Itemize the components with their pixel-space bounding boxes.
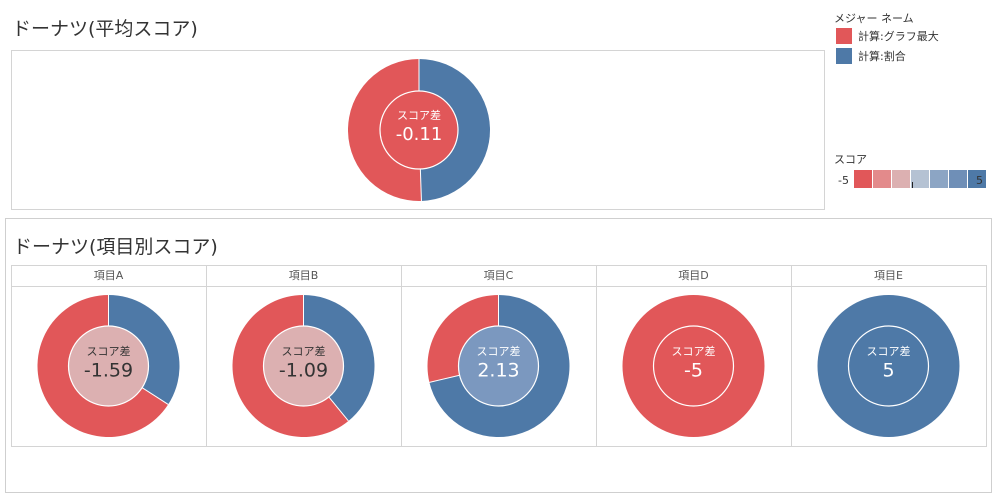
avg-donut-value-label: -0.11	[396, 124, 443, 145]
legend: メジャー ネーム 計算:グラフ最大 計算:割合 スコア -5 5	[834, 8, 994, 208]
score-ramp-min-label: -5	[838, 174, 849, 187]
item-donut-0-slice-divider	[141, 387, 169, 405]
grid-col-line	[596, 265, 597, 447]
avg-donut-slice-divider	[419, 168, 422, 201]
score-color-ramp[interactable]	[854, 170, 987, 188]
avg-donut-center[interactable]	[379, 90, 459, 170]
grid-top-line	[11, 265, 987, 266]
item-donut-2-value-label: 2.13	[477, 359, 519, 381]
grid-col-line	[401, 265, 402, 447]
grid-col-line	[206, 265, 207, 447]
item-donut-3-center-label: スコア差	[672, 344, 716, 358]
legend-score-title: スコア	[834, 153, 867, 166]
item-donut-4-center[interactable]	[847, 325, 930, 407]
column-header-item-c[interactable]: 項目C	[483, 269, 514, 282]
score-ramp-max-label: 5	[976, 174, 983, 187]
item-donut-3-value-label: -5	[684, 359, 703, 381]
item-donut-0-value-label: -1.59	[84, 359, 133, 381]
legend-swatch-red	[836, 28, 852, 44]
item-donut-2-center-label: スコア差	[477, 344, 521, 358]
score-ramp-cell	[854, 170, 872, 188]
avg-donut-panel: スコア差 -0.11	[11, 50, 825, 210]
avg-donut-svg: スコア差 -0.11	[347, 59, 490, 202]
column-header-item-e[interactable]: 項目E	[874, 269, 903, 282]
legend-entry-label: 計算:グラフ最大	[858, 30, 939, 43]
item-donut-0-center-label: スコア差	[87, 344, 131, 358]
grid-col-line	[791, 265, 792, 447]
legend-entry-graph-max[interactable]: 計算:グラフ最大	[836, 28, 939, 44]
avg-donut-title: ドーナツ(平均スコア)	[12, 18, 198, 40]
score-ramp-cell	[949, 170, 967, 188]
score-ramp-cell	[911, 170, 929, 188]
score-ramp-tick	[912, 182, 913, 188]
column-header-item-a[interactable]: 項目A	[93, 269, 124, 282]
score-ramp-cell	[968, 170, 986, 188]
item-donut-1-center[interactable]	[262, 325, 345, 407]
item-donut-grid: 項目A 項目B 項目C 項目D 項目E スコア差 -1.59 スコア差 -1.09 スコ…	[11, 265, 987, 447]
legend-entry-ratio[interactable]: 計算:割合	[836, 48, 906, 64]
score-ramp-cell	[873, 170, 891, 188]
column-header-item-b[interactable]: 項目B	[288, 269, 319, 282]
avg-donut-center-label: スコア差	[397, 108, 441, 122]
item-donut-4-center-label: スコア差	[867, 344, 911, 358]
item-donut-2-center[interactable]	[457, 325, 540, 407]
legend-swatch-blue	[836, 48, 852, 64]
grid-header-line	[11, 286, 987, 287]
legend-measure-title: メジャー ネーム	[834, 12, 914, 25]
item-donut-1-value-label: -1.09	[279, 359, 328, 381]
score-ramp-cell	[892, 170, 910, 188]
grid-col-line	[11, 265, 12, 447]
item-donut-3-center[interactable]	[652, 325, 735, 407]
column-header-item-d[interactable]: 項目D	[678, 269, 709, 282]
item-donut-2-slice-divider	[429, 374, 460, 383]
score-ramp-cell	[930, 170, 948, 188]
item-donut-0-center[interactable]	[67, 325, 150, 407]
legend-entry-label: 計算:割合	[858, 50, 906, 63]
item-donut-title: ドーナツ(項目別スコア)	[13, 236, 218, 258]
item-donut-1-center-label: スコア差	[282, 344, 326, 358]
item-donut-1-slice-divider	[328, 396, 349, 422]
item-donut-4-value-label: 5	[882, 359, 894, 381]
